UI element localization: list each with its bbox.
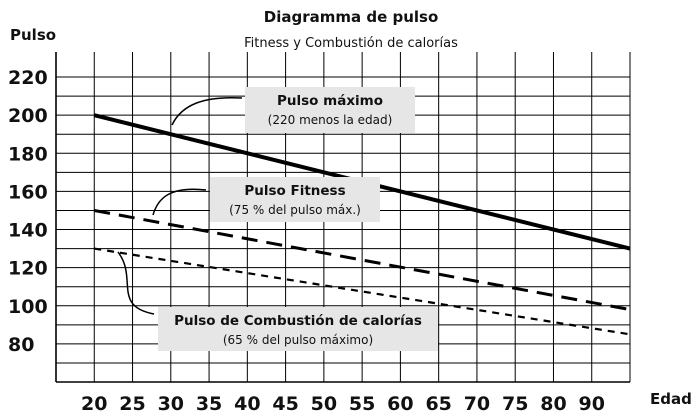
annotation-box [210, 177, 380, 222]
x-axis-label: Edad [650, 390, 692, 408]
annotation-leader [171, 96, 243, 126]
annotation-note: (65 % del pulso máximo) [223, 333, 373, 347]
y-tick-label: 80 [8, 334, 34, 356]
x-tick-label: 75 [502, 393, 528, 415]
x-tick-label: 60 [387, 393, 413, 415]
annotations: Pulso máximo (220 menos la edad) Pulso Fit… [117, 87, 438, 351]
x-tick-label: 70 [464, 393, 490, 415]
y-tick-label: 100 [8, 296, 48, 318]
x-tick-label: 50 [311, 393, 337, 415]
x-tick-label: 35 [196, 393, 222, 415]
x-tick-label: 45 [272, 393, 298, 415]
series-line-2 [93, 208, 631, 312]
annotation-leader [152, 188, 207, 216]
annotation-title: Pulso de Combustión de calorías [174, 313, 422, 329]
x-tick-label: 65 [425, 393, 451, 415]
y-tick-label: 200 [8, 105, 48, 127]
x-tick-label: 40 [234, 393, 260, 415]
x-tick-label: 55 [349, 393, 375, 415]
y-tick-label: 160 [8, 181, 48, 203]
y-tick-label: 220 [8, 67, 48, 89]
annotation-title: Pulso Fitness [244, 183, 345, 199]
y-tick-label: 180 [8, 143, 48, 165]
annotation-note: (220 menos la edad) [268, 113, 393, 127]
x-tick-label: 25 [119, 393, 145, 415]
annotation-box [245, 87, 415, 133]
y-axis-label: Pulso [10, 26, 56, 44]
annotation-title: Pulso máximo [277, 93, 383, 109]
chart-title: Diagramma de pulso [264, 8, 439, 26]
annotation-note: (75 % del pulso máx.) [229, 203, 361, 217]
x-tick-label: 90 [579, 393, 605, 415]
tick-labels: 80 100 120 140 160 180 200 220 20 25 30 35 40 45 50 55 6… [8, 67, 605, 415]
x-tick-label: 20 [81, 393, 107, 415]
x-tick-label: 30 [158, 393, 184, 415]
annotation-box [158, 307, 438, 351]
y-tick-label: 140 [8, 220, 48, 242]
annotation-leader [117, 251, 155, 315]
x-tick-label: 80 [540, 393, 566, 415]
y-tick-label: 120 [8, 258, 48, 280]
chart-subtitle: Fitness y Combustión de calorías [244, 36, 458, 51]
